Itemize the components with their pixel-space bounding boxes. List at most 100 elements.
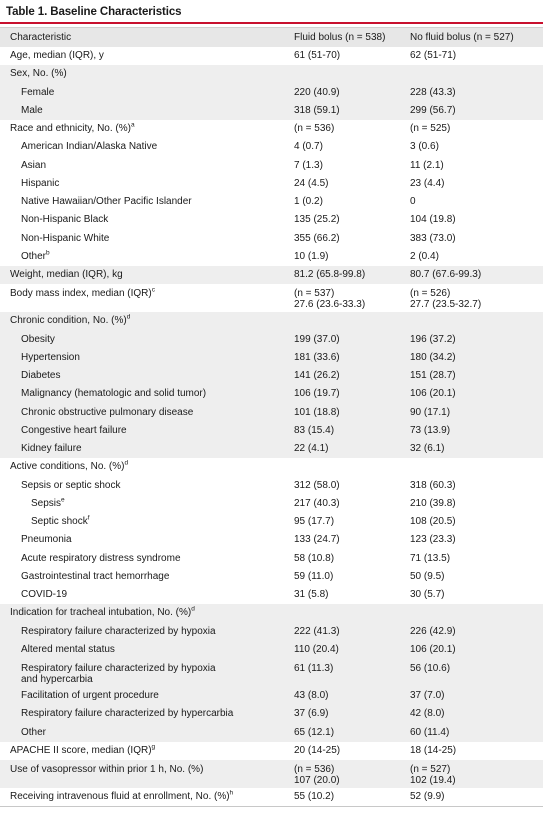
cell-no-fluid-bolus: 0 bbox=[410, 196, 416, 207]
cell-no-fluid-bolus: 37 (7.0) bbox=[410, 690, 445, 701]
cell-fluid-bolus: 10 (1.9) bbox=[294, 250, 329, 262]
cell-no-fluid-bolus: 90 (17.1) bbox=[410, 406, 451, 418]
cell-fluid-bolus: (n = 537) 27.6 (23.6-33.3) bbox=[294, 288, 366, 311]
cell-no-fluid-bolus: 226 (42.9) bbox=[410, 625, 456, 637]
table-header: Characteristic Fluid bolus (n = 538) No … bbox=[0, 27, 543, 47]
row-label: Congestive heart failure bbox=[21, 424, 127, 436]
cell-fluid-bolus: 7 (1.3) bbox=[294, 159, 323, 171]
cell-fluid-bolus: 355 (66.2) bbox=[294, 232, 340, 244]
table-row: Native Hawaiian/Other Pacific Islander 1 … bbox=[0, 193, 543, 211]
table-row: Sepsis or septic shock 312 (58.0) 318 (60.… bbox=[0, 477, 543, 495]
footnote-marker: h bbox=[229, 789, 234, 797]
cell-no-fluid-bolus: 60 (11.4) bbox=[410, 726, 450, 738]
footnote-marker: a bbox=[130, 121, 135, 129]
table-row: Facilitation of urgent procedure 43 (8.0)… bbox=[0, 687, 543, 706]
table-row: Pneumonia 133 (24.7) 123 (23.3) bbox=[0, 531, 543, 549]
cell-no-fluid-bolus: 73 (13.9) bbox=[410, 424, 451, 436]
cell-fluid-bolus: 199 (37.0) bbox=[294, 333, 340, 345]
cell-fluid-bolus: 106 (19.7) bbox=[294, 388, 340, 400]
table-row: Gastrointestinal tract hemorrhage 59 (11.… bbox=[0, 568, 543, 586]
row-label: Sex, No. (%) bbox=[10, 68, 67, 80]
row-label: Pneumonia bbox=[21, 534, 72, 546]
cell-no-fluid-bolus: 299 (56.7) bbox=[410, 104, 456, 116]
cell-no-fluid-bolus: 104 (19.8) bbox=[410, 214, 456, 226]
table-title-row: Table 1. Baseline Characteristics bbox=[0, 0, 543, 24]
table-row: Male 318 (59.1) 299 (56.7) bbox=[0, 101, 543, 120]
cell-fluid-bolus: 110 (20.4) bbox=[294, 643, 339, 655]
table-row: Race and ethnicity, No. (%)a (n = 536) (n … bbox=[0, 120, 543, 138]
row-label: Non-Hispanic White bbox=[21, 232, 110, 244]
row-label: Age, median (IQR), y bbox=[10, 50, 104, 61]
row-label: Asian bbox=[21, 159, 47, 171]
table-body: Age, median (IQR), y 61 (51-70) 62 (51-71)… bbox=[0, 47, 543, 806]
cell-no-fluid-bolus: 18 (14-25) bbox=[410, 744, 457, 756]
row-label: Body mass index, median (IQR)c bbox=[10, 286, 155, 300]
cell-fluid-bolus: 95 (17.7) bbox=[294, 516, 335, 527]
cell-fluid-bolus: 55 (10.2) bbox=[294, 791, 335, 802]
cell-fluid-bolus: 222 (41.3) bbox=[294, 625, 340, 637]
cell-no-fluid-bolus: (n = 526) 27.7 (23.5-32.7) bbox=[410, 288, 482, 311]
row-label: Other bbox=[21, 726, 47, 738]
table-row: Obesity 199 (37.0) 196 (37.2) bbox=[0, 330, 543, 349]
row-label: Sepsis or septic shock bbox=[21, 479, 121, 491]
row-label: Male bbox=[21, 104, 43, 116]
cell-no-fluid-bolus: 52 (9.9) bbox=[410, 791, 445, 802]
cell-no-fluid-bolus: (n = 527) 102 (19.4) bbox=[410, 764, 456, 786]
table-row: Septic shockf 95 (17.7) 108 (20.5) bbox=[0, 513, 543, 531]
row-label: Sepsise bbox=[31, 496, 65, 509]
table-row: Age, median (IQR), y 61 (51-70) 62 (51-71) bbox=[0, 47, 543, 65]
table-row: Altered mental status 110 (20.4) 106 (20.1… bbox=[0, 640, 543, 659]
row-label: COVID-19 bbox=[21, 589, 68, 600]
cell-fluid-bolus: 135 (25.2) bbox=[294, 214, 340, 226]
cell-no-fluid-bolus: 196 (37.2) bbox=[410, 333, 456, 345]
cell-no-fluid-bolus: 108 (20.5) bbox=[410, 516, 456, 527]
table-row: Indication for tracheal intubation, No. … bbox=[0, 604, 543, 623]
cell-no-fluid-bolus: 3 (0.6) bbox=[410, 141, 439, 153]
cell-no-fluid-bolus: 23 (4.4) bbox=[410, 177, 445, 189]
row-label: Otherb bbox=[21, 249, 50, 262]
row-label: Malignancy (hematologic and solid tumor) bbox=[21, 388, 207, 400]
cell-no-fluid-bolus: 32 (6.1) bbox=[410, 443, 445, 454]
row-label: Facilitation of urgent procedure bbox=[21, 690, 159, 701]
footnote-marker: e bbox=[61, 496, 65, 504]
row-label: Receiving intravenous fluid at enrollmen… bbox=[10, 789, 234, 802]
table-row: Hypertension 181 (33.6) 180 (34.2) bbox=[0, 348, 543, 367]
cell-no-fluid-bolus: 62 (51-71) bbox=[410, 50, 457, 61]
cell-fluid-bolus: 4 (0.7) bbox=[294, 141, 323, 153]
row-label: Race and ethnicity, No. (%)a bbox=[10, 121, 135, 134]
row-label: APACHE II score, median (IQR)g bbox=[10, 743, 156, 756]
cell-fluid-bolus: 58 (10.8) bbox=[294, 552, 335, 564]
table-row: APACHE II score, median (IQR)g 20 (14-25)… bbox=[0, 742, 543, 760]
table-row: COVID-19 31 (5.8) 30 (5.7) bbox=[0, 586, 543, 604]
table-row: Other 65 (12.1) 60 (11.4) bbox=[0, 723, 543, 742]
table-row: Weight, median (IQR), kg 81.2 (65.8-99.8)… bbox=[0, 266, 543, 285]
cell-fluid-bolus: 24 (4.5) bbox=[294, 177, 329, 189]
row-label: Obesity bbox=[21, 333, 55, 345]
cell-no-fluid-bolus: 2 (0.4) bbox=[410, 250, 439, 262]
table-row: Respiratory failure characterized by hyp… bbox=[0, 659, 543, 687]
table-row: Acute respiratory distress syndrome 58 (1… bbox=[0, 550, 543, 568]
header-no-fluid-bolus: No fluid bolus (n = 527) bbox=[410, 32, 514, 43]
cell-fluid-bolus: 65 (12.1) bbox=[294, 726, 335, 738]
row-label: Hypertension bbox=[21, 351, 80, 363]
cell-fluid-bolus: 220 (40.9) bbox=[294, 86, 340, 98]
cell-no-fluid-bolus: 56 (10.6) bbox=[410, 663, 451, 674]
cell-no-fluid-bolus: 106 (20.1) bbox=[410, 388, 456, 400]
cell-fluid-bolus: 61 (51-70) bbox=[294, 50, 341, 61]
table-row: Female 220 (40.9) 228 (43.3) bbox=[0, 83, 543, 102]
cell-fluid-bolus: 59 (11.0) bbox=[294, 570, 334, 582]
table-row: Non-Hispanic White 355 (66.2) 383 (73.0) bbox=[0, 230, 543, 248]
cell-no-fluid-bolus: 80.7 (67.6-99.3) bbox=[410, 269, 482, 280]
row-label: Chronic condition, No. (%)d bbox=[10, 313, 131, 327]
cell-fluid-bolus: 43 (8.0) bbox=[294, 690, 329, 701]
row-label: Kidney failure bbox=[21, 443, 82, 454]
cell-fluid-bolus: 1 (0.2) bbox=[294, 196, 323, 207]
header-characteristic: Characteristic bbox=[10, 32, 72, 43]
table-row: Asian 7 (1.3) 11 (2.1) bbox=[0, 157, 543, 175]
table-row: Hispanic 24 (4.5) 23 (4.4) bbox=[0, 175, 543, 193]
table-row: Receiving intravenous fluid at enrollmen… bbox=[0, 788, 543, 806]
row-label: Chronic obstructive pulmonary disease bbox=[21, 406, 194, 418]
cell-fluid-bolus: 31 (5.8) bbox=[294, 589, 329, 600]
table-title: Table 1. Baseline Characteristics bbox=[6, 6, 182, 18]
